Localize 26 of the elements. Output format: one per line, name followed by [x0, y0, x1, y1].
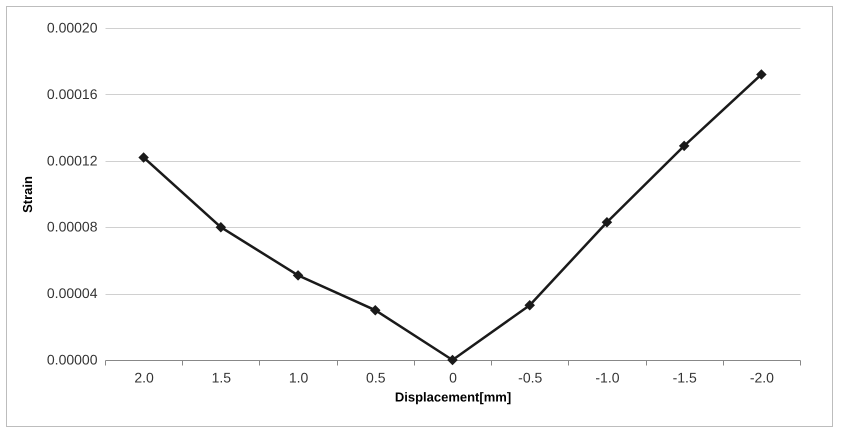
point: [756, 69, 767, 80]
y-axis-title: Strain: [20, 176, 35, 213]
point: [370, 304, 381, 316]
y-tick-label: 0.00016: [46, 86, 98, 102]
x-tick-label: 0.5: [366, 370, 386, 386]
point: [524, 300, 535, 310]
point: [447, 354, 458, 366]
point: [292, 270, 304, 281]
point: [678, 140, 690, 152]
y-tick-label: 0.00012: [46, 152, 98, 168]
x-tick-label: -0.5: [518, 370, 542, 386]
x-tick-label: 1.0: [288, 370, 308, 386]
point: [138, 152, 149, 163]
y-tick-label: 0.00000: [46, 352, 98, 368]
point: [602, 216, 612, 228]
x-tick-label: 2.0: [134, 370, 154, 386]
x-tick-label: -1.0: [595, 370, 620, 386]
y-tick-label: 0.00020: [46, 20, 98, 36]
x-axis-title: Displacement[mm]: [394, 390, 512, 404]
x-tick-label: -1.5: [672, 370, 697, 386]
y-tick-label: 0.00004: [46, 285, 98, 302]
x-tick-label: 0: [449, 370, 458, 386]
x-tick-label: -2.0: [750, 370, 774, 386]
point: [216, 222, 226, 232]
y-tick-label: 0.00008: [46, 218, 98, 235]
x-tick-label: 1.5: [212, 370, 232, 386]
